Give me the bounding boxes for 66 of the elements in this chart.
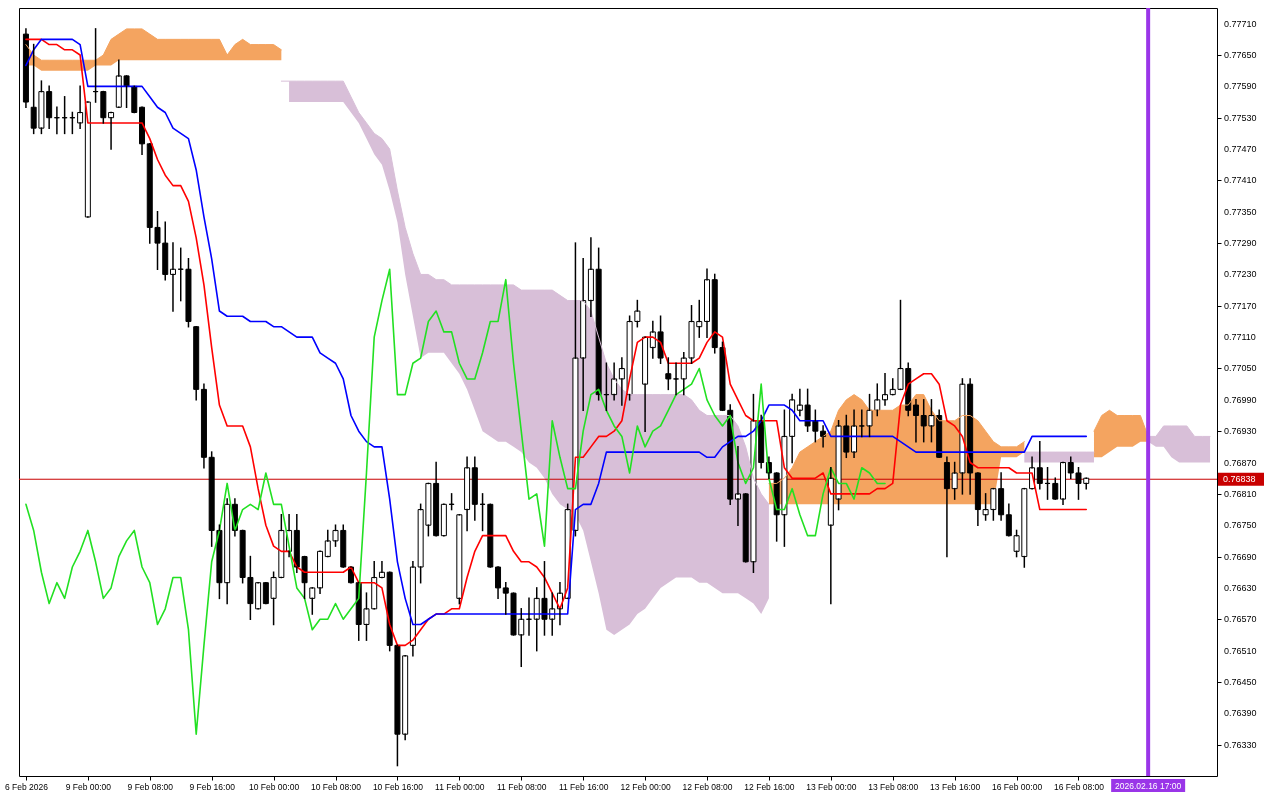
- y-tick-label: 0.77410: [1224, 175, 1257, 186]
- x-tick-label: 16 Feb 08:00: [1053, 781, 1105, 792]
- y-tick-label: 0.77050: [1224, 363, 1257, 374]
- candlestick: [200, 383, 207, 469]
- y-tick-label: 0.76510: [1224, 645, 1257, 656]
- x-tick-label: 13 Feb 16:00: [930, 781, 981, 792]
- x-tick-label: 13 Feb 00:00: [806, 781, 857, 792]
- x-tick-label: 16 Feb 00:00: [992, 781, 1043, 792]
- candlestick: [642, 336, 649, 432]
- y-tick-label: 0.77350: [1224, 206, 1257, 217]
- candlestick: [471, 456, 478, 521]
- y-tick-label: 0.76810: [1224, 488, 1257, 499]
- x-tick-label: 12 Feb 00:00: [620, 781, 671, 792]
- x-tick-label: 9 Feb 00:00: [65, 781, 112, 792]
- candlestick: [22, 28, 29, 109]
- candlestick: [131, 85, 138, 113]
- x-tick-label: 11 Feb 08:00: [497, 781, 547, 792]
- candlestick: [734, 446, 741, 526]
- x-tick-label: 9 Feb 08:00: [127, 781, 174, 792]
- candlestick: [943, 456, 950, 558]
- y-tick-label: 0.76990: [1224, 394, 1257, 405]
- x-tick-label: 13 Feb 08:00: [868, 781, 919, 792]
- x-tick-label: 11 Feb 00:00: [435, 781, 485, 792]
- y-tick-label: 0.76630: [1224, 582, 1257, 593]
- candlestick: [487, 503, 494, 568]
- ref-line-label: 0.76838: [1223, 474, 1256, 485]
- y-tick-label: 0.77650: [1224, 50, 1257, 61]
- x-tick-label: 6 Feb 2026: [4, 781, 49, 792]
- y-tick-label: 0.77590: [1224, 81, 1257, 92]
- x-tick-label: 10 Feb 16:00: [372, 781, 424, 792]
- candlestick: [495, 566, 502, 600]
- candlestick: [193, 326, 200, 401]
- y-tick-label: 0.76930: [1224, 426, 1257, 437]
- y-tick-label: 0.77290: [1224, 238, 1257, 249]
- y-tick-label: 0.77710: [1224, 18, 1257, 29]
- candlestick: [77, 85, 84, 129]
- candlestick: [84, 101, 91, 218]
- y-tick-label: 0.77470: [1224, 144, 1257, 155]
- y-tick-label: 0.77530: [1224, 112, 1257, 123]
- candlestick: [587, 237, 594, 317]
- y-tick-label: 0.76870: [1224, 457, 1257, 468]
- candlestick: [317, 550, 324, 594]
- candlestick: [139, 106, 146, 156]
- y-tick-label: 0.76450: [1224, 676, 1257, 687]
- y-tick-label: 0.77110: [1224, 332, 1256, 343]
- x-tick-label: 2026.02.16 17:00: [1115, 781, 1182, 791]
- x-tick-label: 11 Feb 16:00: [558, 781, 609, 792]
- y-tick-label: 0.77170: [1224, 300, 1257, 311]
- x-tick-label: 9 Feb 16:00: [189, 781, 236, 792]
- candlestick: [611, 362, 618, 401]
- candlestick: [704, 268, 710, 338]
- y-tick-label: 0.76330: [1224, 739, 1257, 750]
- x-tick-label: 12 Feb 08:00: [682, 781, 733, 792]
- y-tick-label: 0.76570: [1224, 614, 1257, 625]
- y-tick-label: 0.76750: [1224, 520, 1257, 531]
- y-tick-label: 0.76690: [1224, 551, 1257, 562]
- x-tick-label: 10 Feb 08:00: [310, 781, 362, 792]
- x-tick-label: 12 Feb 16:00: [744, 781, 795, 792]
- candlestick: [464, 456, 471, 532]
- candlestick: [1060, 462, 1067, 506]
- candlestick: [440, 503, 447, 537]
- candlestick: [1036, 440, 1043, 490]
- x-tick-label: 10 Feb 00:00: [249, 781, 300, 792]
- line-series: [25, 268, 886, 735]
- y-tick-label: 0.77230: [1224, 269, 1257, 280]
- y-tick-label: 0.76390: [1224, 708, 1257, 719]
